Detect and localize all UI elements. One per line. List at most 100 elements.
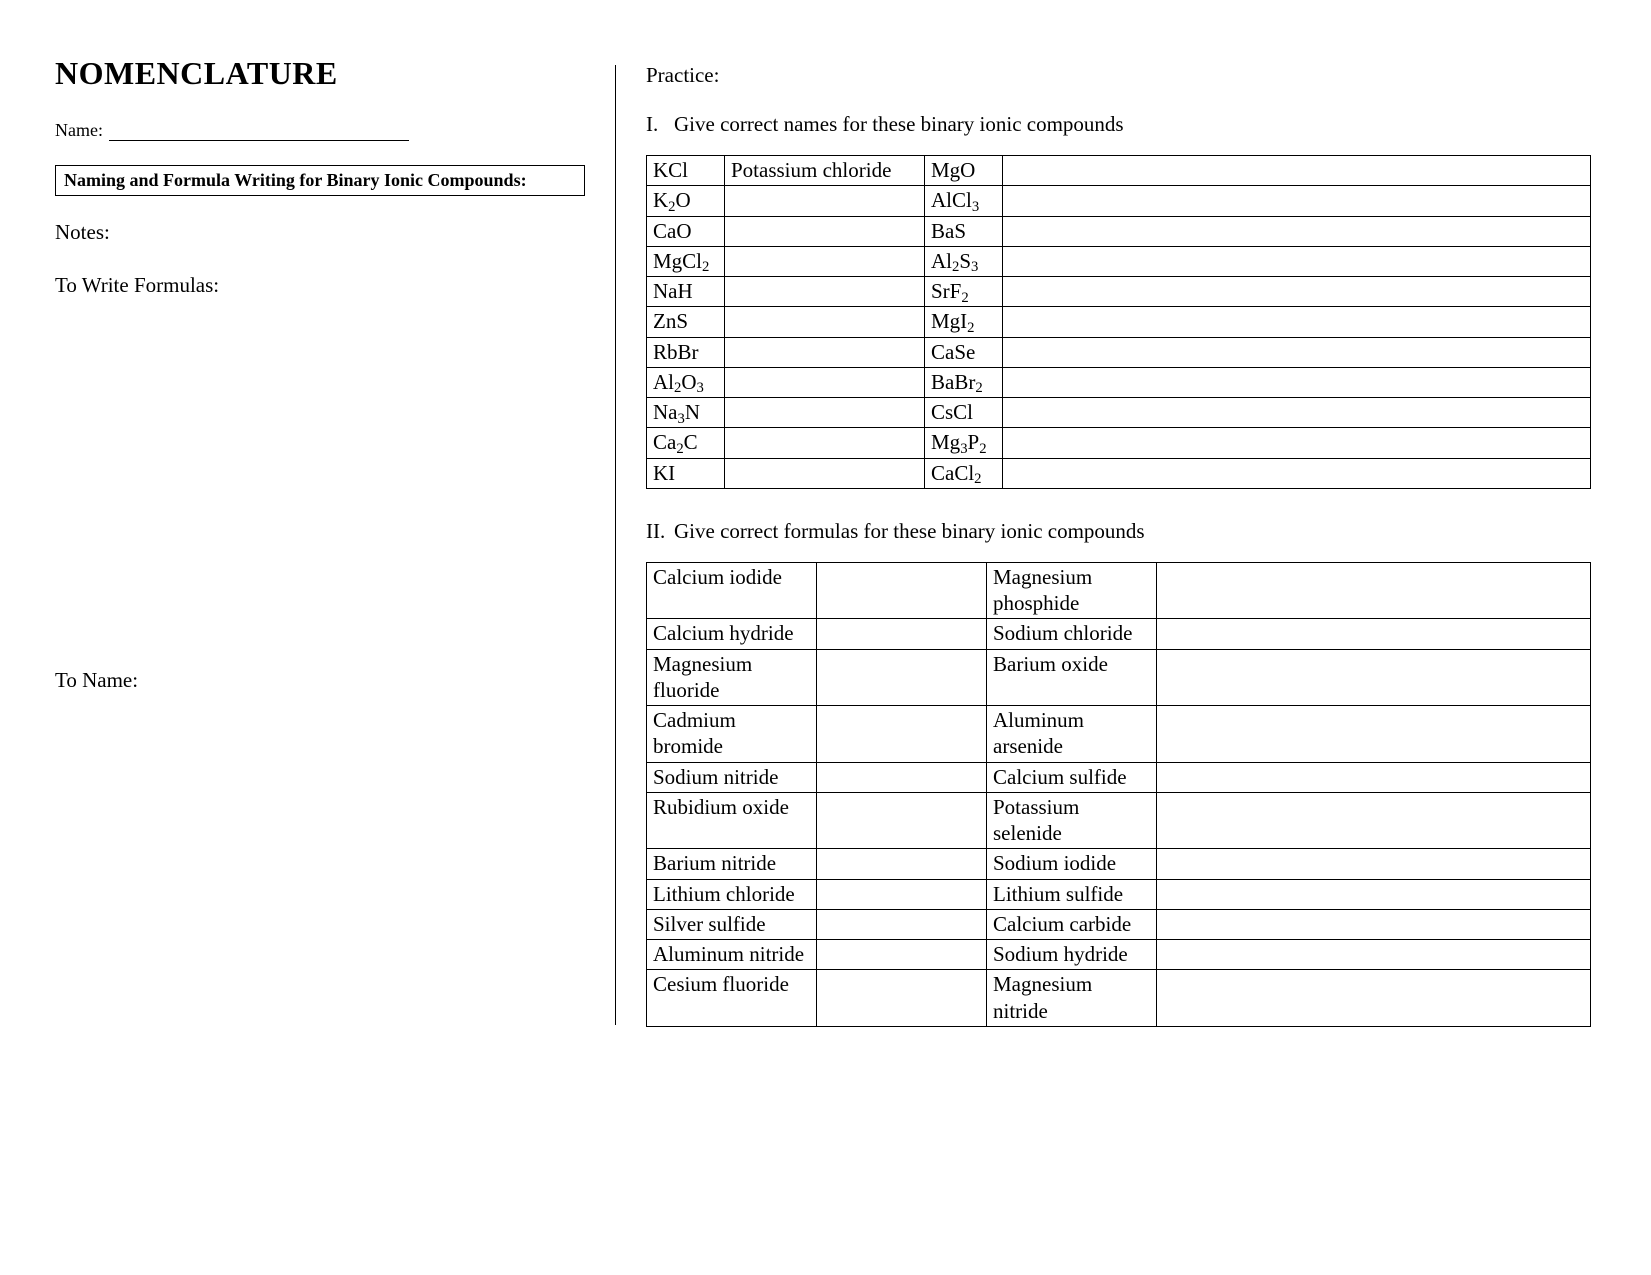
answer-cell[interactable]	[725, 367, 925, 397]
answer-cell[interactable]	[1003, 246, 1591, 276]
answer-cell[interactable]	[1157, 762, 1591, 792]
answer-cell[interactable]	[1003, 277, 1591, 307]
section-i-heading: I.Give correct names for these binary io…	[646, 112, 1591, 137]
answer-cell[interactable]	[725, 186, 925, 216]
answer-cell[interactable]	[1003, 337, 1591, 367]
compound-name-cell: Aluminum nitride	[647, 940, 817, 970]
table-row: Barium nitride Sodium iodide	[647, 849, 1591, 879]
answer-cell[interactable]: Potassium chloride	[725, 156, 925, 186]
answer-cell[interactable]	[1157, 619, 1591, 649]
answer-cell[interactable]	[817, 909, 987, 939]
answer-cell[interactable]	[1157, 792, 1591, 849]
compound-name-cell: Calcium iodide	[647, 562, 817, 619]
practice-label: Practice:	[646, 63, 1591, 88]
table-row: Cesium fluorideMagnesium nitride	[647, 970, 1591, 1027]
answer-cell[interactable]	[817, 706, 987, 763]
answer-cell[interactable]	[725, 216, 925, 246]
to-name-label: To Name:	[55, 668, 585, 693]
answer-cell[interactable]	[725, 337, 925, 367]
to-write-formulas-label: To Write Formulas:	[55, 273, 585, 298]
answer-cell[interactable]	[725, 428, 925, 458]
name-label: Name:	[55, 120, 103, 140]
section-i-numeral: I.	[646, 112, 674, 137]
formula-cell: Mg3P2	[925, 428, 1003, 458]
table-row: RbBr CaSe	[647, 337, 1591, 367]
compound-name-cell: Sodium hydride	[987, 940, 1157, 970]
answer-cell[interactable]	[1157, 940, 1591, 970]
answer-cell[interactable]	[1157, 649, 1591, 706]
table-row: MgCl2Al2S3	[647, 246, 1591, 276]
answer-cell[interactable]	[1157, 909, 1591, 939]
formula-cell: NaH	[647, 277, 725, 307]
answer-cell[interactable]	[725, 277, 925, 307]
name-blank-line[interactable]	[109, 140, 409, 141]
name-field-line: Name:	[55, 120, 585, 141]
formula-cell: CaSe	[925, 337, 1003, 367]
compound-name-cell: Barium oxide	[987, 649, 1157, 706]
formula-cell: SrF2	[925, 277, 1003, 307]
table-row: Calcium iodideMagnesium phosphide	[647, 562, 1591, 619]
table-row: Calcium hydrideSodium chloride	[647, 619, 1591, 649]
compound-name-cell: Sodium iodide	[987, 849, 1157, 879]
answer-cell[interactable]	[1003, 428, 1591, 458]
compound-name-cell: Calcium sulfide	[987, 762, 1157, 792]
formulas-table: Calcium iodideMagnesium phosphideCalcium…	[646, 562, 1591, 1027]
formula-cell: MgI2	[925, 307, 1003, 337]
table-row: Rubidium oxide Potassium selenide	[647, 792, 1591, 849]
answer-cell[interactable]	[1003, 398, 1591, 428]
answer-cell[interactable]	[725, 398, 925, 428]
answer-cell[interactable]	[817, 879, 987, 909]
answer-cell[interactable]	[1003, 186, 1591, 216]
answer-cell[interactable]	[725, 246, 925, 276]
answer-cell[interactable]	[1157, 849, 1591, 879]
table-row: NaH SrF2	[647, 277, 1591, 307]
table-row: Na3N CsCl	[647, 398, 1591, 428]
worksheet-page: NOMENCLATURE Name: Naming and Formula Wr…	[0, 0, 1651, 1275]
answer-cell[interactable]	[817, 562, 987, 619]
table-row: Magnesium fluorideBarium oxide	[647, 649, 1591, 706]
formula-cell: RbBr	[647, 337, 725, 367]
table-row: KICaCl2	[647, 458, 1591, 488]
answer-cell[interactable]	[1003, 216, 1591, 246]
compound-name-cell: Barium nitride	[647, 849, 817, 879]
formula-cell: CsCl	[925, 398, 1003, 428]
formula-cell: AlCl3	[925, 186, 1003, 216]
section-i-text: Give correct names for these binary ioni…	[674, 112, 1124, 136]
compound-name-cell: Lithium chloride	[647, 879, 817, 909]
compound-name-cell: Aluminum arsenide	[987, 706, 1157, 763]
compound-name-cell: Rubidium oxide	[647, 792, 817, 849]
answer-cell[interactable]	[817, 649, 987, 706]
compound-name-cell: Magnesium nitride	[987, 970, 1157, 1027]
answer-cell[interactable]	[817, 792, 987, 849]
answer-cell[interactable]	[817, 970, 987, 1027]
formula-cell: CaO	[647, 216, 725, 246]
section-ii-numeral: II.	[646, 519, 674, 544]
answer-cell[interactable]	[725, 307, 925, 337]
answer-cell[interactable]	[1157, 706, 1591, 763]
formula-cell: KCl	[647, 156, 725, 186]
answer-cell[interactable]	[817, 940, 987, 970]
answer-cell[interactable]	[1157, 562, 1591, 619]
section-ii-text: Give correct formulas for these binary i…	[674, 519, 1145, 543]
answer-cell[interactable]	[817, 849, 987, 879]
answer-cell[interactable]	[1003, 458, 1591, 488]
answer-cell[interactable]	[1157, 970, 1591, 1027]
answer-cell[interactable]	[1003, 367, 1591, 397]
answer-cell[interactable]	[1003, 156, 1591, 186]
answer-cell[interactable]	[817, 762, 987, 792]
table-row: Lithium chlorideLithium sulfide	[647, 879, 1591, 909]
formula-cell: Na3N	[647, 398, 725, 428]
table-row: Al2O3BaBr2	[647, 367, 1591, 397]
table-row: Cadmium bromideAluminum arsenide	[647, 706, 1591, 763]
answer-cell[interactable]	[1003, 307, 1591, 337]
compound-name-cell: Calcium carbide	[987, 909, 1157, 939]
table-row: Sodium nitrideCalcium sulfide	[647, 762, 1591, 792]
formula-cell: BaS	[925, 216, 1003, 246]
table-row: Silver sulfide Calcium carbide	[647, 909, 1591, 939]
compound-name-cell: Potassium selenide	[987, 792, 1157, 849]
notes-label: Notes:	[55, 220, 585, 245]
answer-cell[interactable]	[725, 458, 925, 488]
answer-cell[interactable]	[817, 619, 987, 649]
compound-name-cell: Silver sulfide	[647, 909, 817, 939]
answer-cell[interactable]	[1157, 879, 1591, 909]
